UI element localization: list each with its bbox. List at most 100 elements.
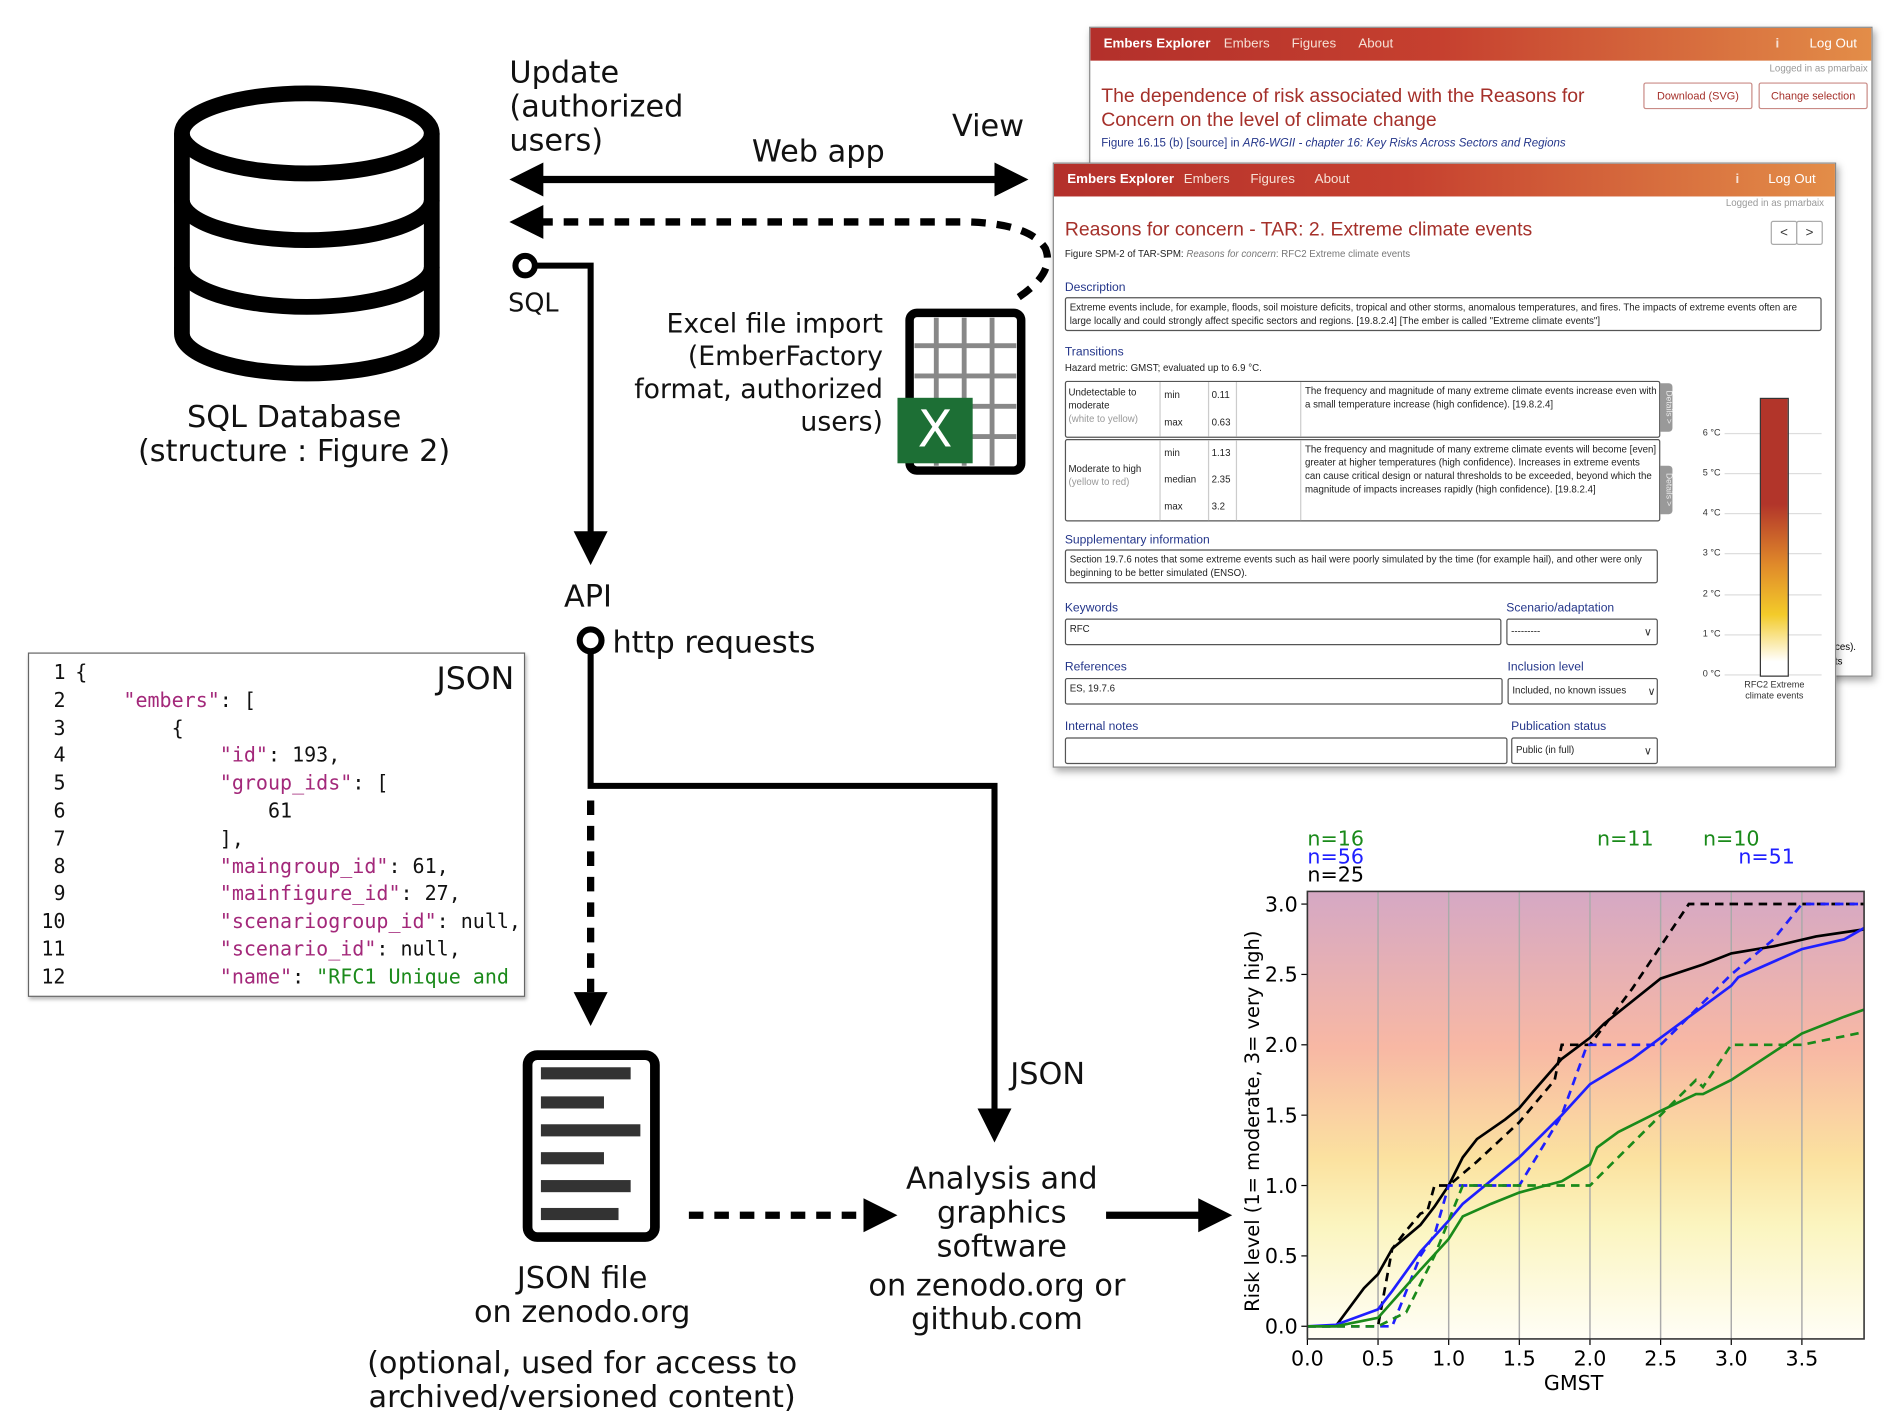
excel-label-line: users): [800, 407, 883, 438]
ember-tick-label: 2 °C: [1702, 587, 1723, 599]
nav-embers[interactable]: Embers: [1223, 36, 1270, 51]
code-line: 61: [75, 799, 292, 822]
figure-ref-label: Figure SPM-2 of TAR-SPM:: [1064, 248, 1187, 260]
supplementary-field[interactable]: Section 19.7.6 notes that some extreme e…: [1064, 549, 1658, 584]
nav-about[interactable]: About: [1358, 36, 1394, 51]
nav-figures[interactable]: Figures: [1250, 172, 1295, 187]
json-punctuation: : null,: [376, 937, 461, 961]
x-tick-label: 2.0: [1574, 1347, 1607, 1371]
y-axis-label: Risk level (1= moderate, 3= very high): [1241, 931, 1264, 1312]
transition-value-label: min: [1164, 389, 1180, 401]
database-label-line: SQL Database: [186, 399, 402, 435]
view-label: View: [952, 107, 1025, 144]
json-key: "mainfigure_id": [219, 882, 401, 906]
code-line: {: [75, 716, 184, 739]
logged-in-text: Logged in as pmarbaix: [1769, 63, 1868, 74]
ember-tick-label: 0 °C: [1702, 668, 1723, 680]
details-toggle[interactable]: Details >: [1660, 383, 1673, 432]
transition-value[interactable]: 3.2: [1211, 500, 1226, 512]
line-number: 11: [41, 937, 66, 961]
info-icon[interactable]: i: [1735, 172, 1740, 187]
json-file-note-line: archived/versioned content): [368, 1378, 796, 1415]
line-number: 6: [53, 799, 66, 823]
transition-value-label: max: [1164, 416, 1183, 428]
series-line: [1307, 928, 1865, 1328]
logout-link[interactable]: Log Out: [1768, 172, 1816, 187]
info-icon[interactable]: i: [1775, 36, 1780, 51]
nav-about[interactable]: About: [1314, 172, 1350, 187]
code-panel-title: JSON: [436, 660, 515, 698]
transition-value[interactable]: 0.63: [1211, 416, 1231, 428]
divider: [1207, 440, 1210, 521]
y-tick-label: 2.0: [1265, 1033, 1298, 1057]
y-tick-label: 0.0: [1265, 1315, 1298, 1339]
series-line: [1307, 926, 1865, 1328]
nav-brand[interactable]: Embers Explorer: [1067, 172, 1175, 187]
excel-label-line: Excel file import: [666, 309, 883, 340]
ember-tick-label: 4 °C: [1702, 507, 1723, 519]
description-field[interactable]: Extreme events include, for example, flo…: [1064, 297, 1822, 332]
excel-label-line: (EmberFactory: [687, 342, 883, 373]
ember-label: RFC2 Extreme climate events: [1727, 679, 1822, 701]
analysis-location-line: on zenodo.org or: [868, 1267, 1126, 1303]
references-input[interactable]: ES, 19.7.6: [1064, 677, 1503, 705]
y-tick-label: 0.5: [1265, 1244, 1298, 1268]
inclusion-select-value: Included, no known issues: [1512, 685, 1627, 697]
excel-icon: [897, 308, 1026, 475]
x-tick-label: 3.5: [1786, 1347, 1819, 1371]
line-number: 4: [53, 743, 66, 767]
transition-colors: (yellow to red): [1068, 476, 1130, 488]
download-svg-button[interactable]: Download (SVG): [1643, 82, 1753, 110]
chevron-down-icon: ∨: [1643, 625, 1652, 638]
figure-title-line: The dependence of risk associated with t…: [1101, 86, 1585, 107]
json-code-panel: JSON 1{2 "embers": [3 {4 "id": 193, 5 "gr…: [27, 652, 526, 997]
code-line: "maingroup_id": 61,: [75, 855, 449, 878]
nav-figures[interactable]: Figures: [1291, 36, 1337, 51]
nav-bar: Embers Explorer Embers Figures About i L…: [1053, 163, 1835, 197]
logout-link[interactable]: Log Out: [1809, 36, 1857, 51]
x-tick-label: 0.5: [1362, 1347, 1395, 1371]
json-key: "id": [219, 743, 268, 767]
nav-bar: Embers Explorer Embers Figures About i L…: [1090, 27, 1872, 61]
json-punctuation: [75, 965, 220, 988]
transition-value[interactable]: 0.11: [1211, 389, 1230, 401]
sql-connector: [512, 252, 608, 566]
scenario-select[interactable]: --------- ∨: [1506, 618, 1658, 646]
figure-source-link[interactable]: AR6-WGII - chapter 16: Key Risks Across …: [1242, 137, 1566, 151]
ember-tick-label: 6 °C: [1702, 426, 1723, 438]
sample-size-annotation: n=16: [1307, 826, 1364, 850]
json-string: "RFC1 Unique and: [316, 965, 509, 989]
previous-button[interactable]: <: [1770, 220, 1798, 245]
chevron-down-icon: ∨: [1647, 685, 1656, 698]
change-selection-button[interactable]: Change selection: [1758, 82, 1868, 110]
inclusion-select[interactable]: Included, no known issues ∨: [1507, 677, 1658, 705]
divider: [1235, 440, 1238, 521]
analysis-to-chart-arrow: [1106, 1198, 1233, 1233]
chevron-down-icon: ∨: [1643, 744, 1652, 757]
description-heading: Description: [1064, 281, 1126, 295]
json-punctuation: : 193,: [267, 743, 341, 767]
inclusion-label: Inclusion level: [1507, 660, 1584, 675]
internal-notes-input[interactable]: [1064, 737, 1508, 765]
ember-label-line: RFC2 Extreme: [1744, 679, 1805, 691]
keywords-input[interactable]: RFC: [1064, 618, 1502, 646]
scenario-label: Scenario/adaptation: [1506, 601, 1615, 615]
publication-status-select[interactable]: Public (in full) ∨: [1511, 737, 1658, 765]
nav-embers[interactable]: Embers: [1183, 172, 1230, 187]
transition-name: Undetectable to moderate (white to yellow…: [1068, 386, 1155, 426]
sample-size-annotation: n=56: [1307, 845, 1364, 869]
partial-text: ces).: [1834, 641, 1857, 653]
figure-ref-group[interactable]: Reasons for concern: [1186, 248, 1276, 260]
figure-source-prefix: Figure 16.15 (b) [source] in: [1101, 137, 1243, 151]
details-toggle[interactable]: Details >: [1660, 465, 1673, 515]
excel-import-arrow: [509, 204, 1052, 301]
transition-value[interactable]: 2.35: [1211, 474, 1231, 486]
next-button[interactable]: >: [1796, 220, 1823, 245]
x-tick-label: 3.0: [1715, 1347, 1748, 1371]
json-punctuation: 61: [75, 799, 293, 823]
transition-value[interactable]: 1.13: [1211, 447, 1231, 459]
nav-brand[interactable]: Embers Explorer: [1103, 36, 1211, 51]
line-number: 2: [53, 688, 66, 712]
ember-tick-label: 5 °C: [1702, 466, 1723, 478]
